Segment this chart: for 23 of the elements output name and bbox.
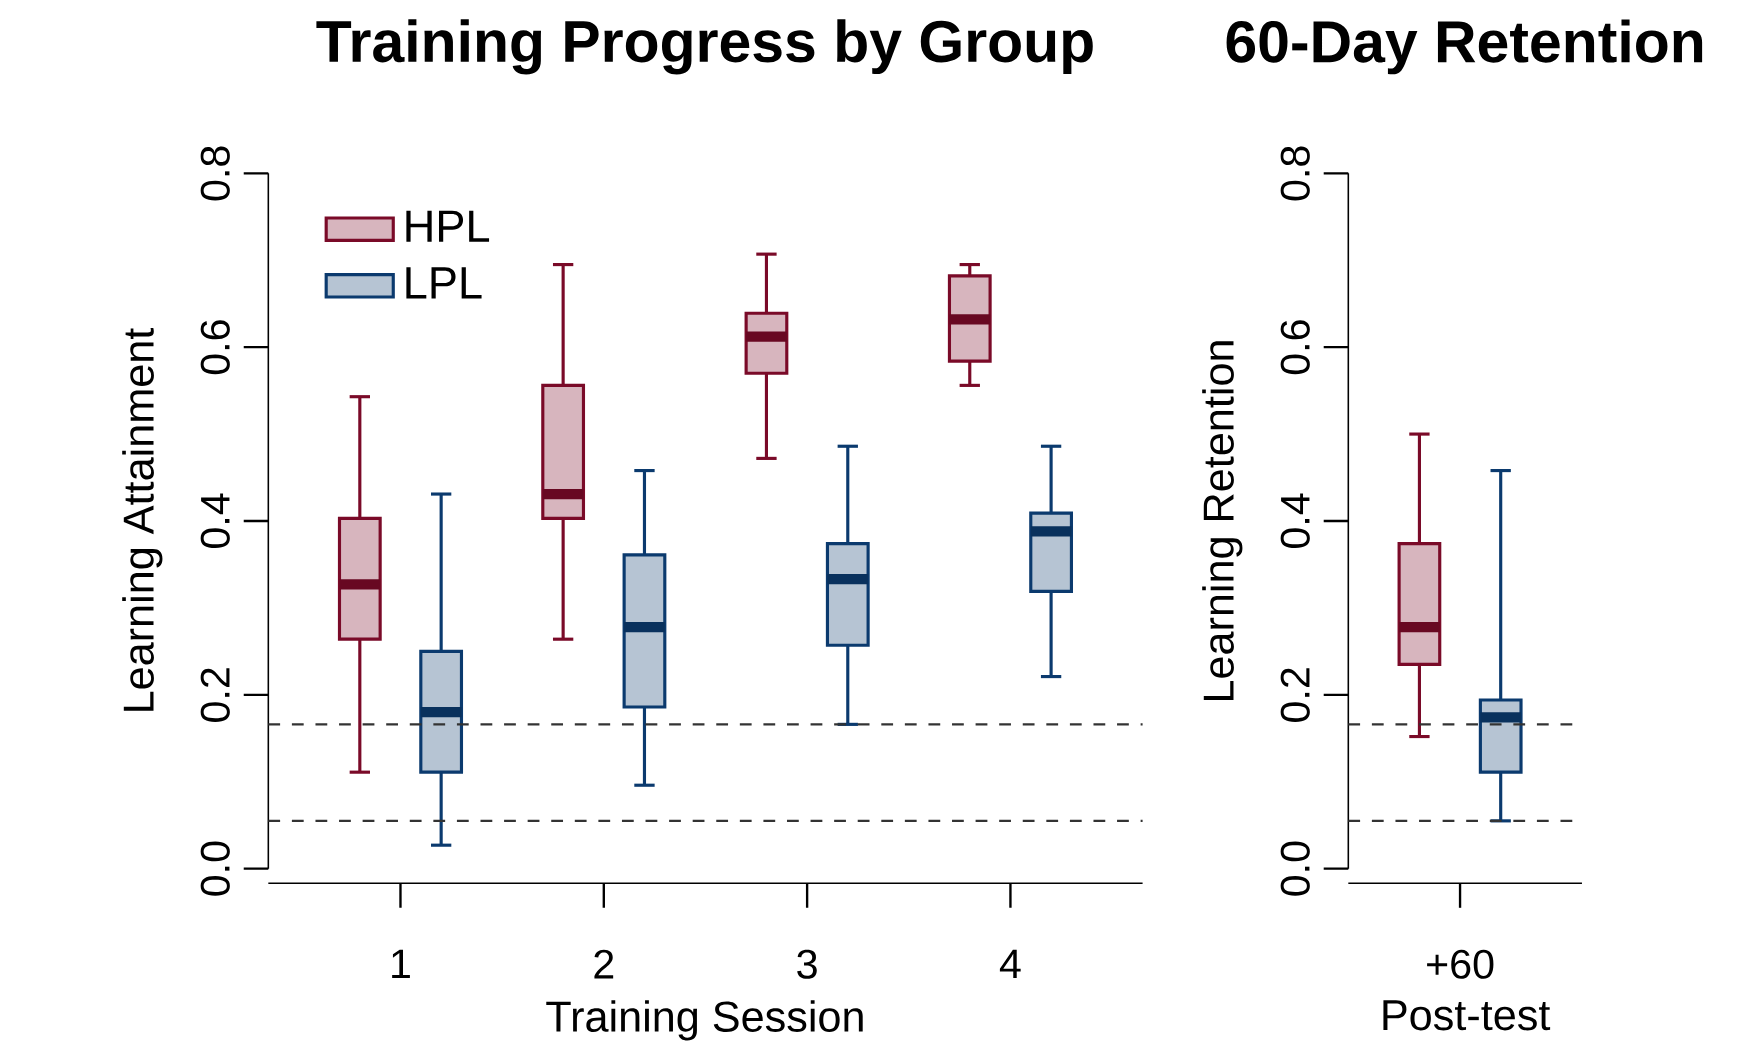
y-tick-label: 0.8 <box>1280 146 1310 201</box>
legend-label: HPL <box>406 210 490 242</box>
x-tick-label: 2 <box>594 949 614 979</box>
y-tick-label: 0.2 <box>1280 668 1310 722</box>
x-axis-title: Training Session <box>546 1000 863 1041</box>
chart-title: Training Progress by Group <box>316 19 1093 75</box>
y-tick-label: 0.0 <box>200 841 230 896</box>
y-axis-title: Learning Retention <box>1202 341 1243 700</box>
x-axis-title: Post-test <box>1383 1000 1551 1031</box>
y-tick-label: 0.4 <box>200 493 230 548</box>
y-tick-label: 0.6 <box>1280 320 1310 375</box>
x-tick-label: 4 <box>999 949 1021 978</box>
y-axis-title: Learning Attainment <box>122 327 163 711</box>
x-tick-label: 1 <box>392 949 410 978</box>
y-tick-label: 0.8 <box>200 146 230 201</box>
y-tick-label: 0.6 <box>200 320 230 375</box>
x-tick-label: 3 <box>797 949 817 979</box>
y-tick-label: 0.4 <box>1280 493 1310 548</box>
x-tick-label: +60 <box>1427 949 1494 979</box>
y-tick-label: 0.0 <box>1280 841 1310 896</box>
legend-label: LPL <box>406 267 482 299</box>
chart-title: 60-Day Retention <box>1226 19 1703 75</box>
y-tick-label: 0.2 <box>200 668 230 722</box>
